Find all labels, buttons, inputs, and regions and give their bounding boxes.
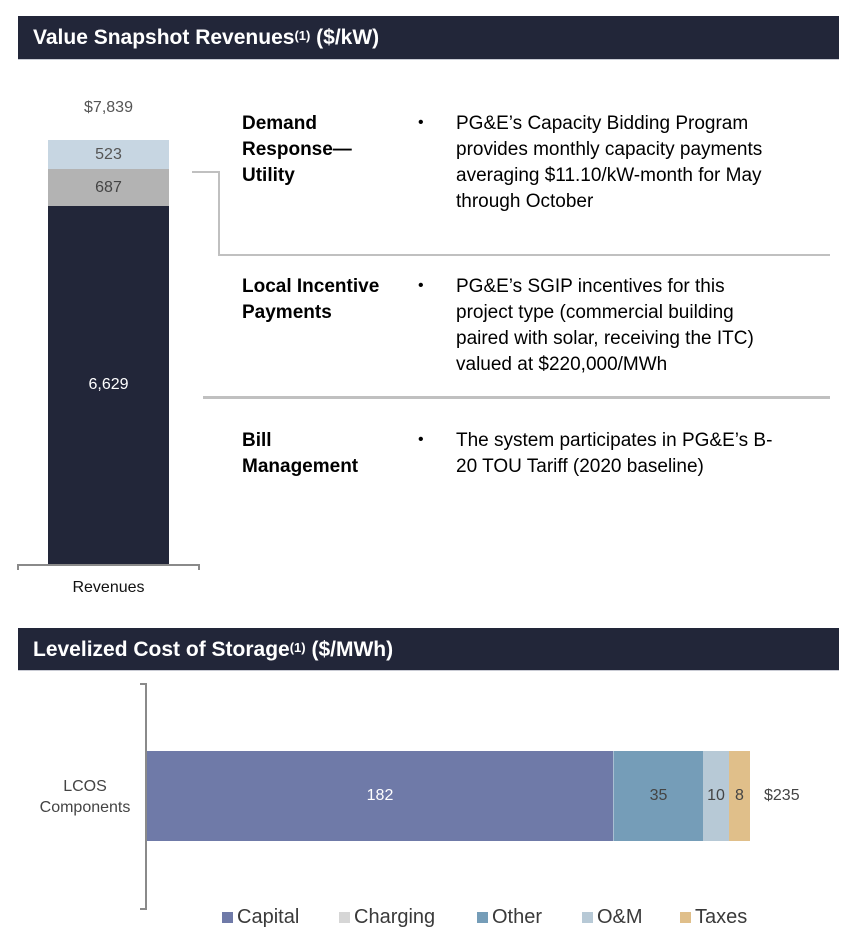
legend-label: Other xyxy=(492,906,543,928)
row-divider-2 xyxy=(203,396,830,399)
row-label-demand-response: Demand Response— Utility xyxy=(242,111,352,189)
bar-segment-demand-response: 523 xyxy=(48,140,169,169)
label-line: Local Incentive xyxy=(242,276,380,297)
footnote-marker: (1) xyxy=(294,28,311,43)
segment-value: 35 xyxy=(649,787,668,804)
y-axis-line xyxy=(145,683,147,910)
text-line: project type (commercial building xyxy=(456,302,734,323)
legend-swatch xyxy=(222,912,233,923)
segment-value: 10 xyxy=(707,787,725,804)
text-line: provides monthly capacity payments xyxy=(456,139,763,160)
legend-label: O&M xyxy=(597,906,643,928)
revenues-total-label: $7,839 xyxy=(84,99,133,116)
bullet-icon: • xyxy=(418,114,424,131)
legend-swatch xyxy=(339,912,350,923)
footnote-marker: (1) xyxy=(289,640,306,655)
revenues-title: Value Snapshot Revenues xyxy=(33,26,295,49)
label-line: Response— xyxy=(242,139,352,160)
axis-tick-bottom xyxy=(140,908,146,910)
label-line: LCOS xyxy=(63,778,107,795)
revenues-unit: ($/kW) xyxy=(316,26,380,49)
text-line: paired with solar, receiving the ITC) xyxy=(456,328,754,349)
legend-label: Charging xyxy=(354,906,436,928)
bar-segment-taxes: 8 xyxy=(729,751,750,841)
legend-item-taxes: Taxes xyxy=(680,906,747,929)
legend-item-capital: Capital xyxy=(222,906,299,929)
label-line: Demand xyxy=(242,113,317,134)
legend-swatch xyxy=(477,912,488,923)
axis-tick-top xyxy=(140,683,146,685)
text-line: PG&E’s Capacity Bidding Program xyxy=(456,113,749,134)
legend-swatch xyxy=(680,912,691,923)
lcos-section-header: Levelized Cost of Storage(1) ($/MWh) xyxy=(18,628,839,671)
connector-line-vertical xyxy=(218,171,220,256)
x-axis-line xyxy=(17,564,200,566)
bar-segment-other: 35 xyxy=(613,751,703,841)
row-text-bill-management: The system participates in PG&E’s B- 20 … xyxy=(456,428,836,480)
bar-segment-om: 10 xyxy=(703,751,729,841)
axis-tick-right xyxy=(198,564,200,570)
legend-item-om: O&M xyxy=(582,906,643,929)
text-line: The system participates in PG&E’s B- xyxy=(456,430,773,451)
row-label-local-incentive: Local Incentive Payments xyxy=(242,274,379,326)
legend-label: Capital xyxy=(237,906,300,928)
legend-item-charging: Charging xyxy=(339,906,435,929)
label-line: Payments xyxy=(242,302,332,323)
bar-segment-capital: 182 xyxy=(147,751,613,841)
category-label: Revenues xyxy=(72,579,145,596)
label-line: Bill xyxy=(242,430,272,451)
lcos-total-label: $235 xyxy=(764,787,800,804)
bullet-icon: • xyxy=(418,431,424,448)
lcos-category-label: LCOS Components xyxy=(20,776,150,818)
label-line: Utility xyxy=(242,165,295,186)
row-divider-1 xyxy=(218,254,830,256)
text-line: through October xyxy=(456,191,594,212)
text-line: valued at $220,000/MWh xyxy=(456,354,668,375)
row-text-demand-response: PG&E’s Capacity Bidding Program provides… xyxy=(456,111,836,215)
bar-segment-bill-management: 6,629 xyxy=(48,206,169,564)
connector-line-top xyxy=(192,171,220,173)
lcos-unit: ($/MWh) xyxy=(311,638,394,661)
legend-swatch xyxy=(582,912,593,923)
segment-value: 8 xyxy=(735,787,744,804)
label-line: Management xyxy=(242,456,359,477)
label-line: Components xyxy=(39,799,131,816)
row-label-bill-management: Bill Management xyxy=(242,428,358,480)
row-text-local-incentive: PG&E’s SGIP incentives for this project … xyxy=(456,274,836,378)
text-line: 20 TOU Tariff (2020 baseline) xyxy=(456,456,704,477)
revenues-section-header: Value Snapshot Revenues(1) ($/kW) xyxy=(18,16,839,60)
segment-value: 6,629 xyxy=(88,376,129,393)
legend-label: Taxes xyxy=(695,906,748,928)
segment-value: 182 xyxy=(366,787,394,804)
bar-segment-local-incentive: 687 xyxy=(48,169,169,206)
text-line: averaging $11.10/kW-month for May xyxy=(456,165,762,186)
axis-tick-left xyxy=(17,564,19,570)
lcos-title: Levelized Cost of Storage xyxy=(33,638,290,661)
bullet-icon: • xyxy=(418,277,424,294)
legend-item-other: Other xyxy=(477,906,542,929)
segment-value: 687 xyxy=(95,178,122,196)
segment-value: 523 xyxy=(95,145,122,163)
text-line: PG&E’s SGIP incentives for this xyxy=(456,276,725,297)
